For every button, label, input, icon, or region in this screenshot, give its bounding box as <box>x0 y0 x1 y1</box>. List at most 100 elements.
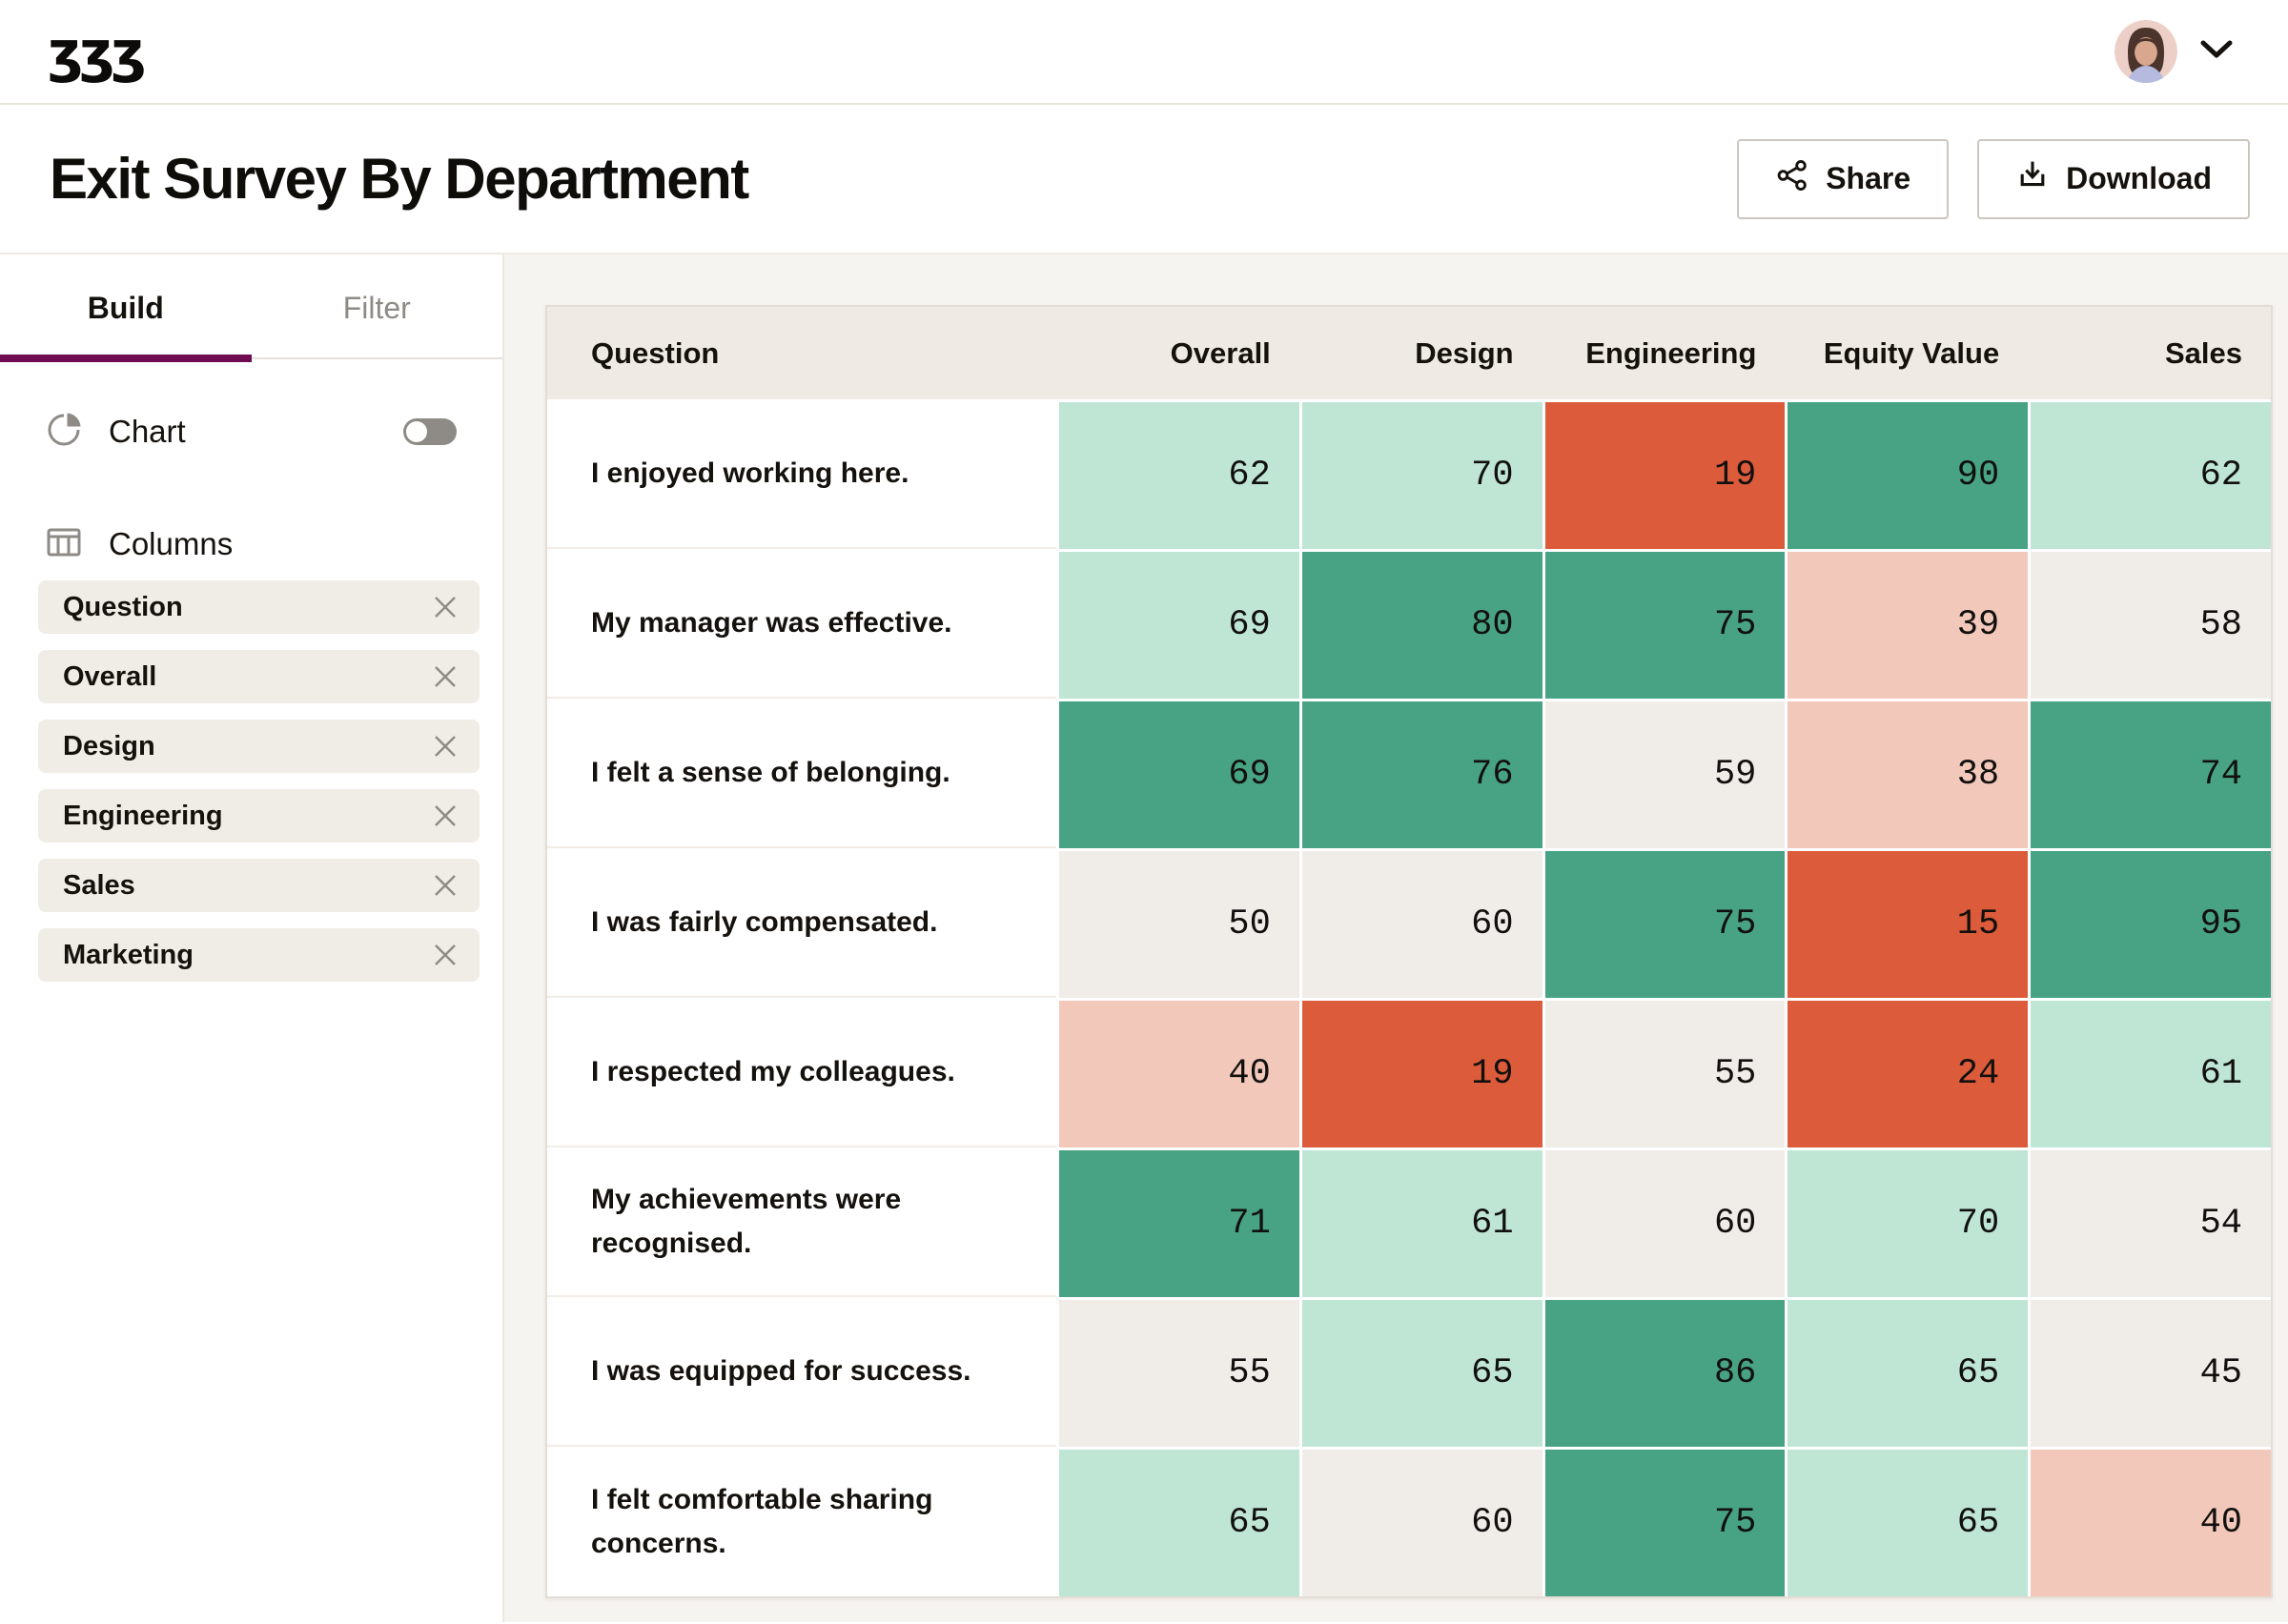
score-cell: 61 <box>2028 998 2271 1147</box>
score-cell: 62 <box>1056 399 1299 549</box>
chip-label: Sales <box>63 869 135 901</box>
column-header-overall: Overall <box>1056 307 1299 399</box>
chip-label: Engineering <box>63 800 223 831</box>
rippling-logo-icon: ʒʒʒ <box>48 18 146 85</box>
remove-column-icon[interactable] <box>432 594 459 620</box>
column-header-design: Design <box>1298 307 1542 399</box>
column-chip-list: Question Overall Design Engineering Sales Mar… <box>0 580 502 982</box>
toggle-knob <box>406 421 427 442</box>
chart-toggle[interactable] <box>403 418 457 445</box>
column-chip-overall[interactable]: Overall <box>38 650 480 703</box>
score-cell: 65 <box>1298 1297 1542 1447</box>
download-icon <box>2015 158 2050 200</box>
score-cell: 19 <box>1542 399 1786 549</box>
score-cell: 50 <box>1056 848 1299 998</box>
tab-build[interactable]: Build <box>0 254 252 362</box>
column-header-question: Question <box>547 307 1056 399</box>
chip-label: Overall <box>63 660 157 692</box>
score-cell: 70 <box>1298 399 1542 549</box>
score-cell: 38 <box>1785 699 2029 848</box>
user-avatar[interactable] <box>2114 20 2177 83</box>
remove-column-icon[interactable] <box>432 872 459 899</box>
score-cell: 75 <box>1542 1447 1786 1596</box>
score-cell: 69 <box>1056 549 1299 699</box>
score-cell: 65 <box>1056 1447 1299 1596</box>
header-actions: Share Download <box>1737 138 2250 219</box>
columns-row: Columns <box>0 518 502 571</box>
question-cell: My manager was effective. <box>547 549 1056 699</box>
score-cell: 65 <box>1785 1297 2029 1447</box>
score-cell: 75 <box>1542 848 1786 998</box>
download-button[interactable]: Download <box>1977 138 2250 219</box>
score-cell: 19 <box>1298 998 1542 1147</box>
score-cell: 76 <box>1298 699 1542 848</box>
share-icon <box>1775 158 1809 200</box>
score-cell: 40 <box>1056 998 1299 1147</box>
score-cell: 39 <box>1785 549 2029 699</box>
main-area: Build Filter Chart Columns <box>0 254 2288 1622</box>
chip-label: Marketing <box>63 939 194 970</box>
score-cell: 95 <box>2028 848 2271 998</box>
question-cell: My achievements were recognised. <box>547 1147 1056 1297</box>
heatmap-table: Question Overall Design Engineering Equity V… <box>545 305 2273 1598</box>
chip-label: Question <box>63 591 183 622</box>
score-cell: 55 <box>1542 998 1786 1147</box>
score-cell: 61 <box>1298 1147 1542 1297</box>
score-cell: 40 <box>2028 1447 2271 1596</box>
score-cell: 45 <box>2028 1297 2271 1447</box>
page-title: Exit Survey By Department <box>50 147 749 211</box>
score-cell: 69 <box>1056 699 1299 848</box>
remove-column-icon[interactable] <box>432 942 459 968</box>
question-cell: I felt a sense of belonging. <box>547 699 1056 848</box>
column-header-equity-value: Equity Value <box>1785 307 2029 399</box>
score-cell: 60 <box>1298 848 1542 998</box>
score-cell: 75 <box>1542 549 1786 699</box>
columns-icon <box>46 524 82 565</box>
score-cell: 24 <box>1785 998 2029 1147</box>
top-bar: ʒʒʒ <box>0 0 2288 105</box>
question-cell: I respected my colleagues. <box>547 998 1056 1147</box>
columns-label: Columns <box>109 526 234 561</box>
column-chip-sales[interactable]: Sales <box>38 859 480 912</box>
account-menu[interactable] <box>2114 20 2235 83</box>
question-cell: I enjoyed working here. <box>547 399 1056 549</box>
share-button[interactable]: Share <box>1737 138 1950 219</box>
column-chip-engineering[interactable]: Engineering <box>38 789 480 842</box>
column-chip-design[interactable]: Design <box>38 720 480 773</box>
sidebar-tabs: Build Filter <box>0 254 502 362</box>
score-cell: 58 <box>2028 549 2271 699</box>
builder-sidebar: Build Filter Chart Columns <box>0 254 504 1622</box>
score-cell: 74 <box>2028 699 2271 848</box>
chart-row: Chart <box>0 405 502 458</box>
share-label: Share <box>1826 161 1911 195</box>
score-cell: 80 <box>1298 549 1542 699</box>
question-cell: I was equipped for success. <box>547 1297 1056 1447</box>
column-header-engineering: Engineering <box>1542 307 1786 399</box>
remove-column-icon[interactable] <box>432 663 459 690</box>
score-cell: 65 <box>1785 1447 2029 1596</box>
score-cell: 15 <box>1785 848 2029 998</box>
pie-chart-icon <box>46 412 82 453</box>
score-cell: 54 <box>2028 1147 2271 1297</box>
question-cell: I was fairly compensated. <box>547 848 1056 998</box>
score-cell: 60 <box>1298 1447 1542 1596</box>
column-chip-question[interactable]: Question <box>38 580 480 634</box>
score-cell: 90 <box>1785 399 2029 549</box>
tab-filter[interactable]: Filter <box>342 291 411 325</box>
chart-label: Chart <box>109 414 186 449</box>
column-chip-marketing[interactable]: Marketing <box>38 928 480 982</box>
score-cell: 70 <box>1785 1147 2029 1297</box>
chevron-down-icon[interactable] <box>2198 38 2235 66</box>
remove-column-icon[interactable] <box>432 802 459 829</box>
score-cell: 62 <box>2028 399 2271 549</box>
page-header: Exit Survey By Department Share <box>0 105 2288 254</box>
score-cell: 59 <box>1542 699 1786 848</box>
score-cell: 55 <box>1056 1297 1299 1447</box>
score-cell: 71 <box>1056 1147 1299 1297</box>
download-label: Download <box>2066 161 2212 195</box>
content-area: Question Overall Design Engineering Equity V… <box>504 254 2288 1622</box>
score-cell: 60 <box>1542 1147 1786 1297</box>
column-header-sales: Sales <box>2028 307 2271 399</box>
score-cell: 86 <box>1542 1297 1786 1447</box>
remove-column-icon[interactable] <box>432 733 459 760</box>
